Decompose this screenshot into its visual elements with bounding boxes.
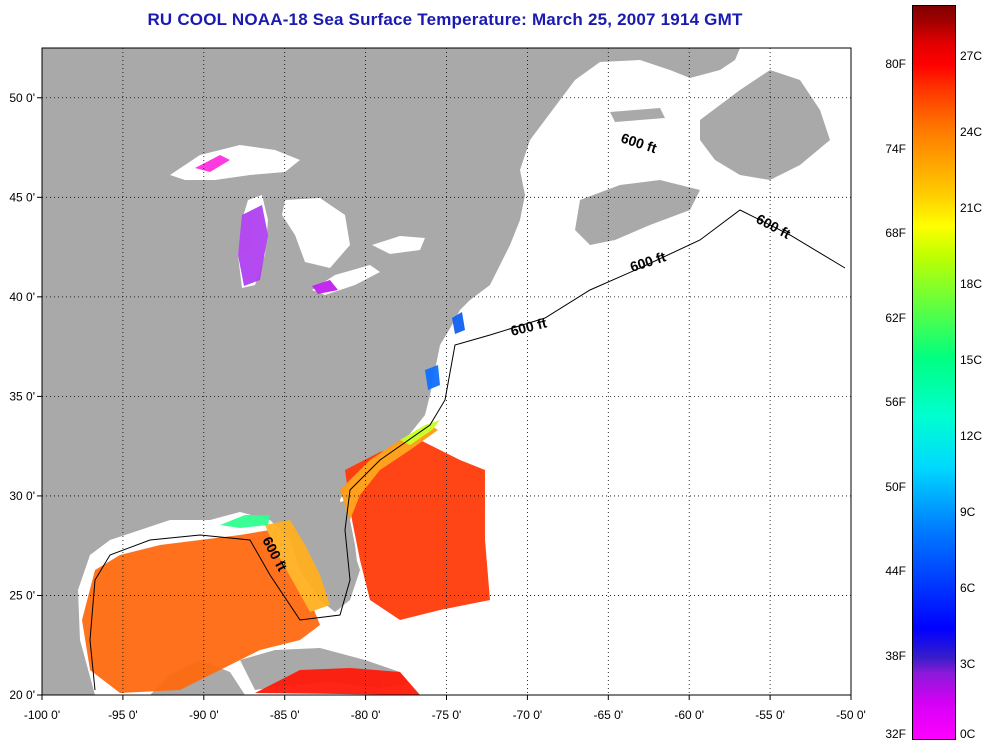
colorbar-celsius-label: 9C [960,504,976,519]
nova-scotia [575,180,700,245]
gulf-of-st-lawrence [585,90,700,175]
colorbar-fahrenheit-label: 62F [885,310,906,325]
lake-superior-sst [195,155,230,172]
colorbar-fahrenheit-label: 50F [885,479,906,494]
tick-layer: -100 0' -95 0' -90 0' -85 0' -80 0' -75 0' -70… [9,91,865,722]
colorbar-celsius-label: 6C [960,580,976,595]
lat-tick-label: 20 0' [9,688,35,702]
lake-huron [282,198,350,268]
newfoundland [700,70,830,180]
colorbar-celsius-label: 21C [960,200,983,215]
grid-layer [42,48,851,695]
lat-tick-label: 35 0' [9,389,35,403]
chesapeake-sst [452,312,465,334]
colorbar-celsius-label: 12C [960,428,983,443]
lake-erie-sst [312,280,338,294]
lon-tick-label: -55 0' [755,708,785,722]
lake-superior [170,145,300,180]
colorbar-fahrenheit-label: 38F [885,648,906,663]
colorbar-celsius-label: 15C [960,352,983,367]
isobath-600ft-line [89,209,846,691]
lon-tick-label: -95 0' [108,708,138,722]
lat-tick-label: 50 0' [9,91,35,105]
west-florida-shelf-sst [265,520,330,612]
colorbar-celsius-label: 18C [960,276,983,291]
map-title: RU COOL NOAA-18 Sea Surface Temperature:… [147,10,743,29]
gulf-of-mexico-sst [82,530,320,693]
lake-ontario [372,236,425,254]
caribbean-sst [255,668,420,695]
colorbar-fahrenheit-label: 80F [885,57,906,72]
lon-tick-label: -75 0' [432,708,462,722]
colorbar-celsius-label: 27C [960,48,983,63]
colorbar-fahrenheit-label: 32F [885,727,906,741]
sst-overlay [82,155,490,695]
colorbar-fahrenheit-label: 68F [885,226,906,241]
lon-tick-label: -70 0' [513,708,543,722]
lake-michigan-sst [238,205,268,286]
colorbar-celsius-label: 24C [960,124,983,139]
lat-tick-label: 25 0' [9,588,35,602]
lon-tick-label: -100 0' [24,708,60,722]
south-atlantic-bight-sst [340,425,438,520]
colorbar-fahrenheit-label: 74F [885,141,906,156]
lon-tick-label: -65 0' [593,708,623,722]
panhandle-coast-sst [220,515,270,528]
lat-tick-label: 30 0' [9,489,35,503]
colorbar-celsius-label: 0C [960,727,976,741]
lon-tick-label: -90 0' [189,708,219,722]
colorbar-fahrenheit-label: 56F [885,395,906,410]
anticosti-island [610,108,665,122]
lon-tick-label: -80 0' [351,708,381,722]
lat-tick-label: 45 0' [9,190,35,204]
carolina-coast-sst [425,365,440,390]
lon-tick-label: -60 0' [674,708,704,722]
gulf-stream-sst [345,440,490,620]
colorbar-celsius-label: 3C [960,656,976,671]
temperature-colorbar [912,5,956,740]
lon-tick-label: -85 0' [270,708,300,722]
lon-tick-label: -50 0' [836,708,866,722]
florida [290,500,358,610]
colorbar-fahrenheit-label: 44F [885,564,906,579]
lat-tick-label: 40 0' [9,290,35,304]
